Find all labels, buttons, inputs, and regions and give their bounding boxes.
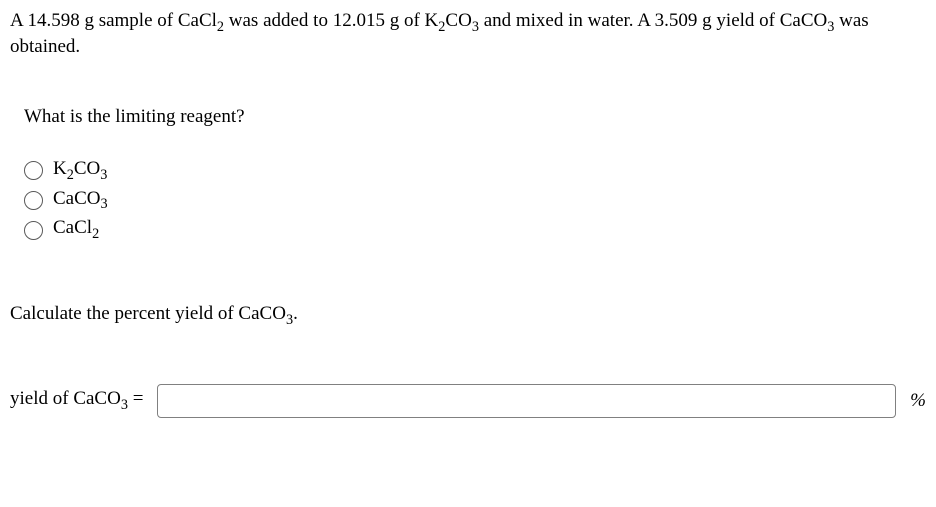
text: = [128, 388, 143, 409]
yield-input[interactable] [157, 384, 896, 418]
subscript: 3 [472, 19, 479, 35]
option-label: K2CO3 [53, 158, 107, 184]
problem-statement: A 14.598 g sample of CaCl2 was added to … [10, 10, 926, 58]
text: . [293, 303, 298, 324]
subscript: 2 [217, 19, 224, 35]
option-k2co3[interactable]: K2CO3 [24, 158, 926, 184]
subscript: 2 [92, 226, 99, 242]
text: g of K [385, 10, 438, 31]
option-caco3[interactable]: CaCO3 [24, 188, 926, 214]
mass-k2co3: 12.015 [333, 10, 385, 31]
subscript: 3 [286, 312, 293, 328]
text: K [53, 158, 67, 179]
text: CaCl [53, 217, 92, 238]
text: CO [74, 158, 100, 179]
answer-row: yield of CaCO3 = % [10, 384, 926, 418]
subscript: 3 [100, 167, 107, 183]
radio-icon[interactable] [24, 221, 43, 240]
text: CO [445, 10, 471, 31]
subscript: 3 [121, 397, 128, 413]
answer-label: yield of CaCO3 = [10, 388, 143, 414]
text: and mixed in water. A [479, 10, 655, 31]
subscript: 3 [101, 196, 108, 212]
options-group: K2CO3 CaCO3 CaCl2 [24, 158, 926, 243]
text: g sample of CaCl [80, 10, 217, 31]
subscript: 2 [438, 19, 445, 35]
text: Calculate the percent yield of CaCO [10, 303, 286, 324]
text: yield of CaCO [10, 388, 121, 409]
unit-percent: % [910, 390, 926, 412]
text: was added to [224, 10, 333, 31]
subscript: 3 [827, 19, 834, 35]
question-limiting-reagent: What is the limiting reagent? [24, 106, 926, 128]
radio-icon[interactable] [24, 191, 43, 210]
text: CaCO [53, 188, 101, 209]
text: A [10, 10, 27, 31]
question-text: What is the limiting reagent? [24, 106, 245, 127]
text: g yield of CaCO [697, 10, 827, 31]
option-label: CaCl2 [53, 217, 99, 243]
option-label: CaCO3 [53, 188, 108, 214]
radio-icon[interactable] [24, 161, 43, 180]
subscript: 2 [67, 167, 74, 183]
option-cacl2[interactable]: CaCl2 [24, 217, 926, 243]
mass-caco3: 3.509 [655, 10, 698, 31]
mass-cacl2: 14.598 [27, 10, 79, 31]
question-percent-yield: Calculate the percent yield of CaCO3. [10, 303, 926, 329]
